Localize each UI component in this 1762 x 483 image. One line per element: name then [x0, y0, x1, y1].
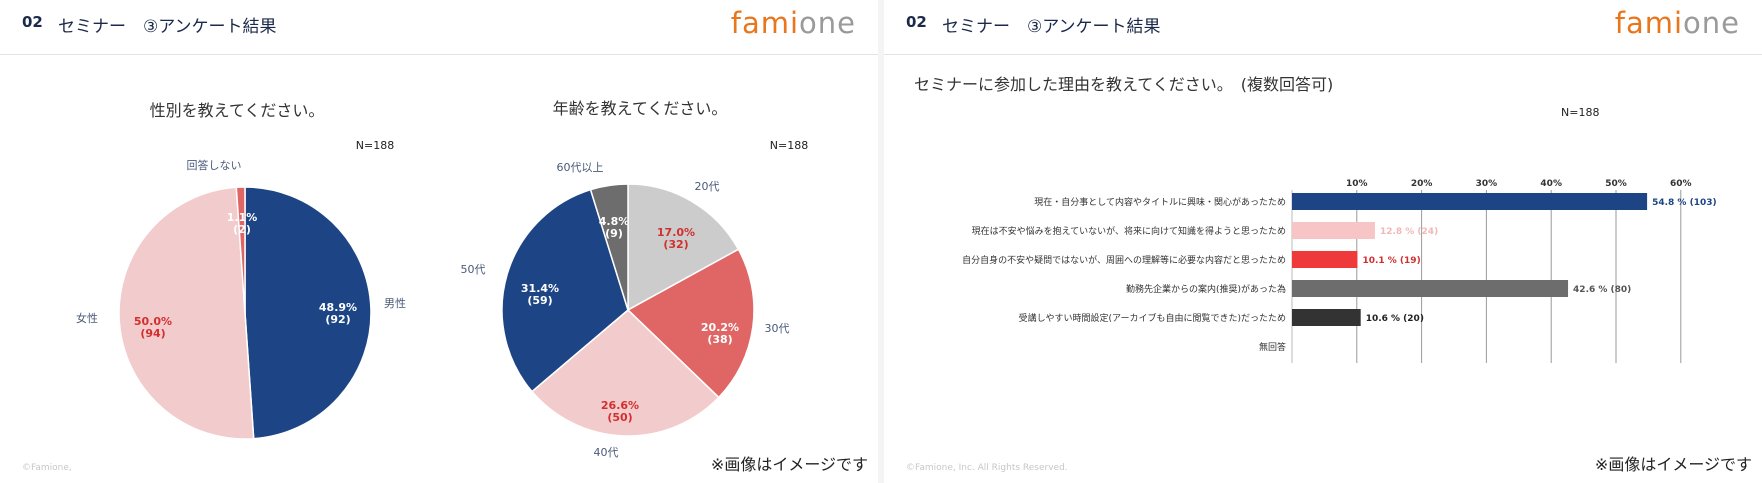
pie-count-label: (9)	[605, 227, 623, 240]
reason-bar-chart: セミナーに参加した理由を教えてください。 (複数回答可) N=188 10% 20…	[914, 75, 1717, 363]
pie-slice	[244, 186, 372, 440]
bar-value-label: 10.1 % (19)	[1362, 256, 1420, 266]
pie-category-label: 30代	[765, 322, 790, 335]
pie-value-label: 48.9%	[319, 301, 357, 314]
bar-category-label: 勤務先企業からの案内(推奨)があった為	[1126, 283, 1286, 295]
pie-value-label: 20.2%	[701, 321, 739, 334]
pie-slice	[626, 248, 755, 399]
pie-value-label: 31.4%	[521, 282, 559, 295]
pie-count-label: (92)	[325, 313, 350, 326]
bar-n-label: N=188	[1561, 106, 1599, 119]
pie-count-label: (50)	[607, 411, 632, 424]
header-number: 02	[22, 13, 43, 31]
pie-value-label: 4.8%	[599, 215, 630, 228]
bar	[1292, 280, 1569, 297]
header-title: セミナー ③アンケート結果	[58, 17, 277, 37]
bar-category-label: 受講しやすい時間設定(アーカイブも自由に閲覧できた)だったため	[1019, 312, 1286, 324]
gender-n-label: N=188	[356, 139, 394, 152]
age-pie: 17.0%(32) 20代 20.2%(38) 30代 26.6%(50) 40代 31.4…	[461, 161, 790, 459]
x-tick-label: 30%	[1476, 179, 1498, 189]
pie-category-label: 60代以上	[557, 161, 604, 174]
bar-category-label: 現在・自分事として内容やタイトルに興味・関心があったため	[1034, 196, 1286, 208]
copyright-text: ©Famione,	[22, 463, 72, 473]
gender-pie: 48.9%(92) 男性 50.0%(94) 女性 1.1%(2) 回答しない	[76, 158, 406, 440]
bar-value-label: 12.8 % (24)	[1380, 227, 1438, 237]
pie-slice	[530, 308, 720, 437]
pie-count-label: (94)	[140, 327, 165, 340]
bar	[1292, 251, 1358, 268]
header-divider	[884, 54, 1762, 55]
header-number: 02	[906, 13, 927, 31]
x-tick-label: 50%	[1605, 179, 1627, 189]
pie-slice	[589, 183, 629, 311]
header-title: セミナー ③アンケート結果	[942, 17, 1161, 37]
header-divider	[0, 54, 878, 55]
gender-chart-title: 性別を教えてください。	[150, 101, 325, 120]
pie-category-label: 女性	[76, 311, 98, 325]
x-tick-label: 10%	[1346, 179, 1368, 189]
x-tick-label: 60%	[1670, 179, 1692, 189]
copyright-text: ©Famione, Inc. All Rights Reserved.	[906, 463, 1068, 473]
pie-value-label: 17.0%	[657, 226, 695, 239]
pie-count-label: (32)	[663, 238, 688, 251]
age-chart-title: 年齢を教えてください。	[553, 99, 728, 118]
bar	[1292, 222, 1375, 239]
pie-slice	[235, 186, 246, 314]
pie-count-label: (38)	[707, 333, 732, 346]
pie-category-label: 50代	[461, 263, 486, 276]
bar-value-label: 42.6 % (80)	[1573, 285, 1631, 295]
image-note: ※画像はイメージです	[1594, 455, 1752, 474]
bar-value-label: 54.8 % (103)	[1652, 198, 1717, 208]
slide-right: 02 セミナー ③アンケート結果 famione セミナーに参加した理由を教えて…	[884, 0, 1762, 483]
famione-logo: famione	[730, 6, 856, 40]
pie-category-label: 回答しない	[187, 158, 242, 172]
pie-count-label: (59)	[527, 294, 552, 307]
pie-count-label: (2)	[233, 223, 251, 236]
famione-logo: famione	[1614, 6, 1740, 40]
pie-category-label: 男性	[384, 296, 406, 310]
bar-category-label: 自分自身の不安や疑問ではないが、周囲への理解等に必要な内容だと思ったため	[962, 254, 1286, 266]
bar-chart-title: セミナーに参加した理由を教えてください。 (複数回答可)	[914, 75, 1333, 94]
pie-category-label: 40代	[594, 446, 619, 459]
bar-value-label: 10.6 % (20)	[1366, 314, 1424, 324]
bar-category-label: 現在は不安や悩みを抱えていないが、将来に向けて知識を得ようと思ったため	[972, 225, 1286, 237]
age-n-label: N=188	[770, 139, 808, 152]
pie-value-label: 50.0%	[134, 315, 172, 328]
image-note: ※画像はイメージです	[710, 455, 868, 474]
bar	[1292, 309, 1361, 326]
pie-value-label: 26.6%	[601, 399, 639, 412]
bar-chart-body: 10% 20% 30% 40% 50% 60% 現在・自分事として内容やタイトルに興味・関心…	[962, 179, 1717, 363]
pie-slice	[627, 183, 740, 312]
slide-gap	[878, 0, 884, 483]
pie-slice	[501, 188, 629, 393]
bar	[1292, 193, 1648, 210]
bar-category-label: 無回答	[1259, 341, 1286, 353]
x-tick-label: 40%	[1540, 179, 1562, 189]
pie-category-label: 20代	[695, 180, 720, 193]
pie-slice	[118, 186, 255, 440]
pie-value-label: 1.1%	[227, 211, 258, 224]
pie-charts: 性別を教えてください。 N=188 48.9%(92) 男性 50.0%(94) 女性…	[76, 99, 808, 459]
slide-left: 02 セミナー ③アンケート結果 famione 性別を教えてください。 N=1…	[0, 0, 878, 483]
x-tick-label: 20%	[1411, 179, 1433, 189]
